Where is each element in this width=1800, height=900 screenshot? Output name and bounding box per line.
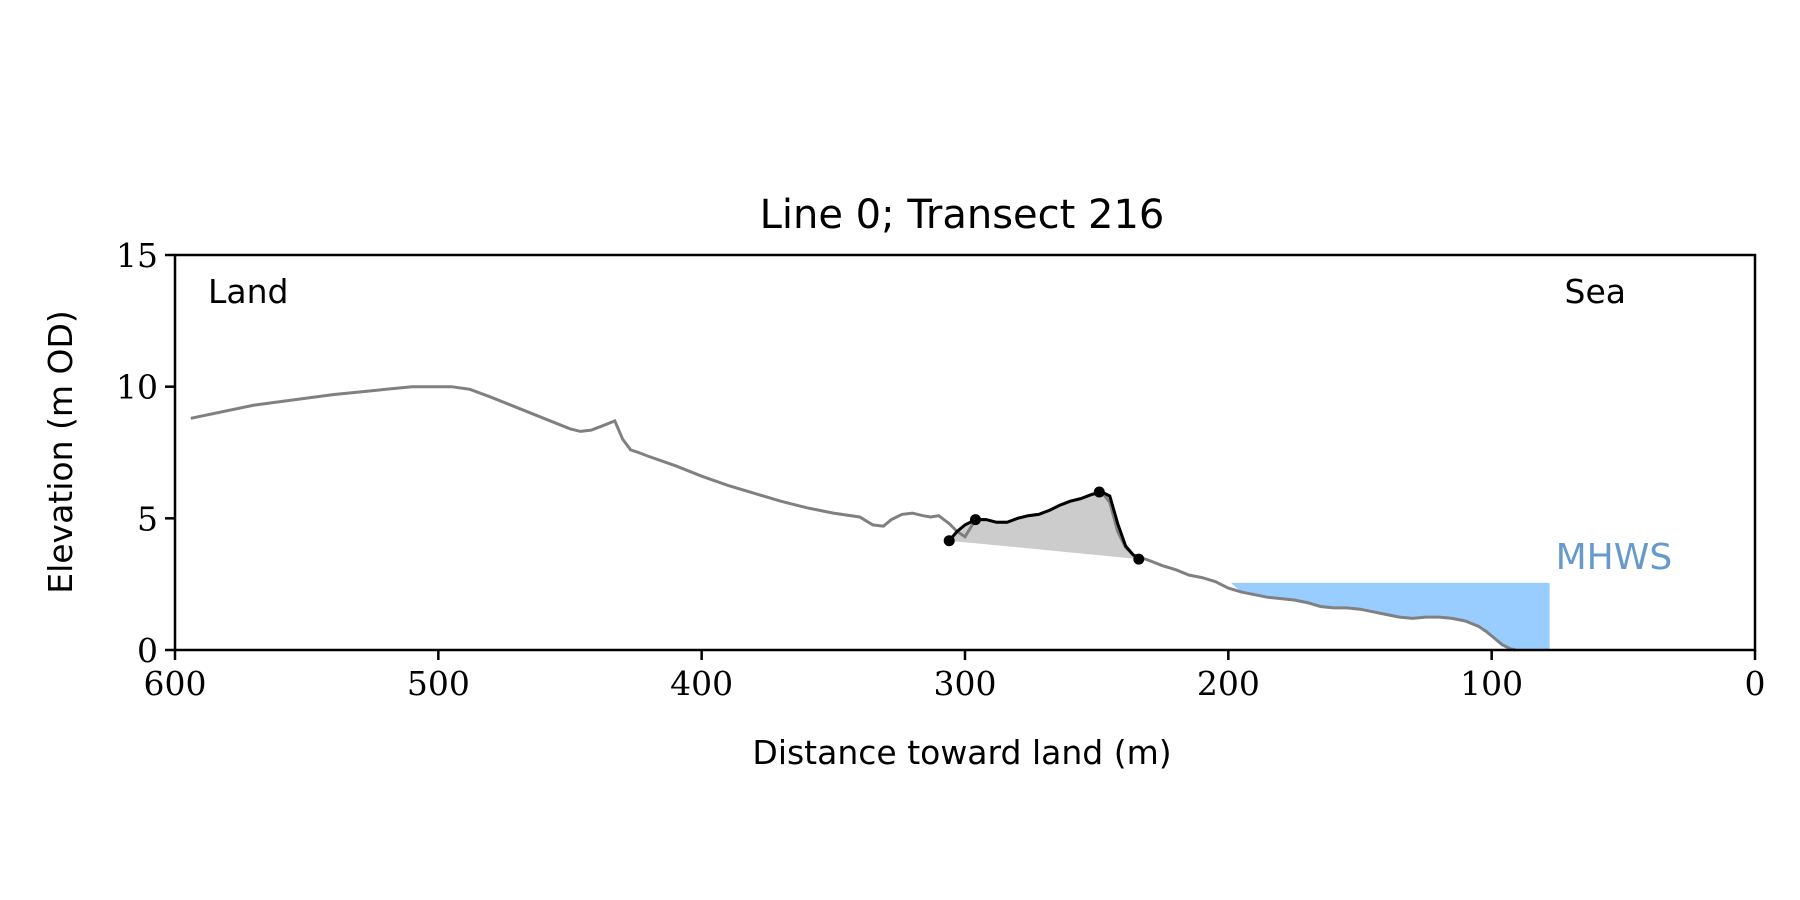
dune-point-0 [943, 535, 955, 547]
x-tick-label: 500 [407, 664, 470, 703]
chart-title: Line 0; Transect 216 [760, 192, 1165, 238]
x-tick-label: 100 [1460, 664, 1523, 703]
x-tick-label: 200 [1197, 664, 1260, 703]
y-tick-label: 15 [116, 236, 158, 275]
x-tick-label: 300 [934, 664, 997, 703]
mhws-label: MHWS [1556, 537, 1673, 578]
y-tick-label: 0 [137, 631, 158, 670]
land-label: Land [208, 272, 288, 311]
x-tick-label: 600 [144, 664, 207, 703]
dune-points [943, 486, 1145, 565]
y-tick-label: 5 [137, 499, 158, 538]
dune-point-2 [1093, 486, 1105, 498]
x-tick-label: 400 [670, 664, 733, 703]
dune-point-3 [1133, 553, 1145, 565]
plot-area [190, 385, 1550, 652]
x-axis-label: Distance toward land (m) [752, 733, 1171, 772]
x-axis-ticks: 600 500 400 300 200 100 0 [144, 650, 1766, 703]
profile-line [190, 385, 1516, 652]
sea-label: Sea [1565, 272, 1626, 311]
mhws-water-area [1231, 582, 1550, 650]
dune-point-1 [970, 514, 981, 526]
y-tick-label: 10 [116, 368, 158, 407]
dune-fill-area [949, 492, 1142, 560]
y-axis-label: Elevation (m OD) [41, 310, 80, 594]
y-axis-ticks: 0 5 10 15 [116, 236, 175, 670]
x-tick-label: 0 [1745, 664, 1766, 703]
